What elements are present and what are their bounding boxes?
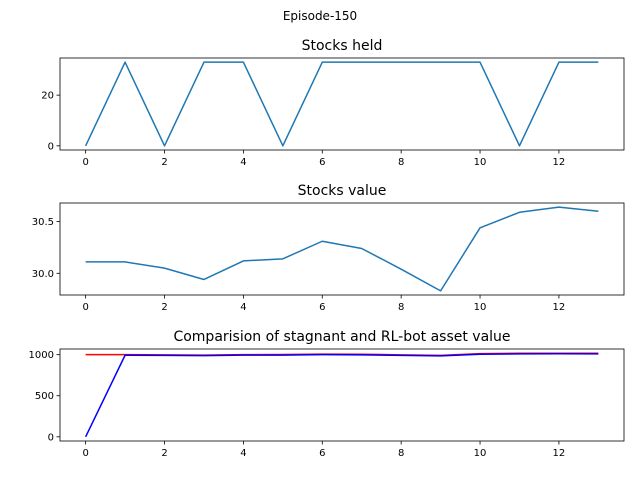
series-line-1 bbox=[84, 61, 599, 147]
subplot-3: Comparision of stagnant and RL-bot asset… bbox=[29, 329, 625, 459]
x-tick-label: 8 bbox=[398, 302, 404, 313]
x-tick-label: 8 bbox=[398, 448, 404, 459]
x-tick-label: 2 bbox=[161, 302, 167, 313]
subplot-1: Stocks held 0 2 4 6 8 10 12 0 20 bbox=[41, 38, 625, 168]
x-tick-label: 10 bbox=[474, 302, 487, 313]
x-tick-label: 0 bbox=[82, 157, 88, 168]
axes-frame bbox=[59, 57, 625, 151]
x-tick-label: 8 bbox=[398, 157, 404, 168]
subplot-title: Comparision of stagnant and RL-bot asset… bbox=[173, 329, 510, 345]
y-tick-label: 30.5 bbox=[32, 217, 54, 228]
x-tick-label: 6 bbox=[319, 302, 325, 313]
x-tick-label: 4 bbox=[240, 448, 246, 459]
subplot-title: Stocks held bbox=[302, 38, 383, 54]
x-tick-label: 12 bbox=[553, 157, 566, 168]
x-tick-label: 12 bbox=[553, 448, 566, 459]
x-tick-label: 4 bbox=[240, 157, 246, 168]
series-line-2 bbox=[84, 353, 599, 438]
x-tick-label: 6 bbox=[319, 448, 325, 459]
x-tick-label: 6 bbox=[319, 157, 325, 168]
y-tick-label: 30.0 bbox=[32, 269, 54, 280]
y-tick-label: 0 bbox=[48, 141, 54, 152]
x-tick-label: 2 bbox=[161, 448, 167, 459]
y-tick-label: 1000 bbox=[29, 350, 54, 361]
x-tick-label: 0 bbox=[82, 448, 88, 459]
x-tick-label: 2 bbox=[161, 157, 167, 168]
x-tick-label: 10 bbox=[474, 157, 487, 168]
axes-frame bbox=[59, 348, 625, 442]
subplot-2: Stocks value 0 2 4 6 8 10 12 30.0 30.5 bbox=[32, 183, 625, 313]
y-tick-label: 20 bbox=[41, 91, 54, 102]
y-tick-label: 0 bbox=[48, 432, 54, 443]
x-tick-label: 4 bbox=[240, 302, 246, 313]
y-tick-label: 500 bbox=[35, 391, 54, 402]
x-tick-label: 12 bbox=[553, 302, 566, 313]
x-tick-label: 10 bbox=[474, 448, 487, 459]
series-line-1 bbox=[85, 206, 599, 292]
subplot-title: Stocks value bbox=[298, 183, 387, 199]
x-tick-label: 0 bbox=[82, 302, 88, 313]
figure-suptitle: Episode-150 bbox=[283, 9, 357, 23]
axes-frame bbox=[59, 202, 625, 296]
